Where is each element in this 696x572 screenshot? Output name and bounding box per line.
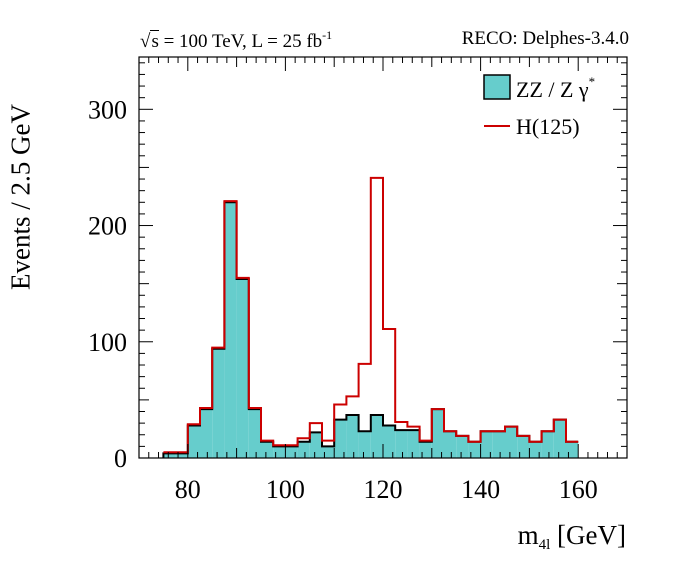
background-bin [492, 431, 505, 458]
background-bin [431, 409, 444, 458]
background-bin [297, 441, 310, 458]
background-bin [334, 419, 347, 458]
background-bin [358, 431, 371, 458]
background-bin [529, 441, 542, 458]
signal-step-line [163, 176, 579, 454]
x-axis-label: m4l [GeV] [517, 520, 626, 553]
energy-luminosity-label: √s = 100 TeV, L = 25 fb-1 [140, 28, 333, 52]
signal-histogram [163, 176, 579, 454]
background-bin [444, 431, 457, 458]
background-bin [395, 430, 408, 458]
background-histogram [162, 201, 579, 458]
background-bin [273, 446, 286, 458]
y-tick-label: 0 [114, 444, 127, 473]
y-tick-label: 300 [88, 95, 127, 124]
sqrt-s: √s [140, 30, 159, 52]
background-bin [248, 409, 261, 458]
legend-signal-label: H(125) [516, 114, 580, 139]
background-bin [541, 431, 554, 458]
background-bin [175, 453, 188, 458]
legend-background-label: ZZ / Z γ* [516, 74, 595, 102]
background-bin [346, 414, 359, 458]
background-bin [163, 453, 176, 458]
background-bin [212, 348, 225, 458]
background-bin [468, 441, 481, 458]
background-bin [236, 279, 249, 458]
reco-label: RECO: Delphes-3.4.0 [461, 28, 629, 49]
legend-background-swatch [483, 74, 511, 100]
y-tick-label: 100 [88, 328, 127, 357]
background-bin [383, 425, 396, 458]
background-bin [322, 446, 335, 458]
background-bin [517, 435, 530, 458]
background-bin [419, 441, 432, 458]
background-bin [407, 430, 420, 458]
background-bin [566, 441, 579, 458]
y-tick-label: 200 [88, 212, 127, 241]
background-bin [261, 441, 274, 458]
background-bin [456, 435, 469, 458]
plot-frame: 80 100 120 140 160 0 100 200 300 [88, 56, 628, 504]
legend-background-sup: * [589, 74, 596, 89]
legend: ZZ / Z γ* H(125) [483, 74, 595, 139]
x-tick-label: 160 [559, 475, 598, 504]
background-bin [505, 426, 518, 458]
x-tick-label: 80 [175, 475, 201, 504]
background-bin [224, 202, 237, 458]
background-bin [480, 431, 493, 458]
background-bin [553, 419, 566, 458]
background-bin [187, 425, 200, 458]
x-tick-label: 120 [364, 475, 403, 504]
y-axis-label: Events / 2.5 GeV [5, 104, 36, 290]
background-bin [200, 409, 213, 458]
background-bin [285, 446, 298, 458]
background-bin [370, 414, 383, 458]
x-tick-label: 140 [461, 475, 500, 504]
background-bin [309, 432, 322, 458]
x-tick-label: 100 [266, 475, 305, 504]
